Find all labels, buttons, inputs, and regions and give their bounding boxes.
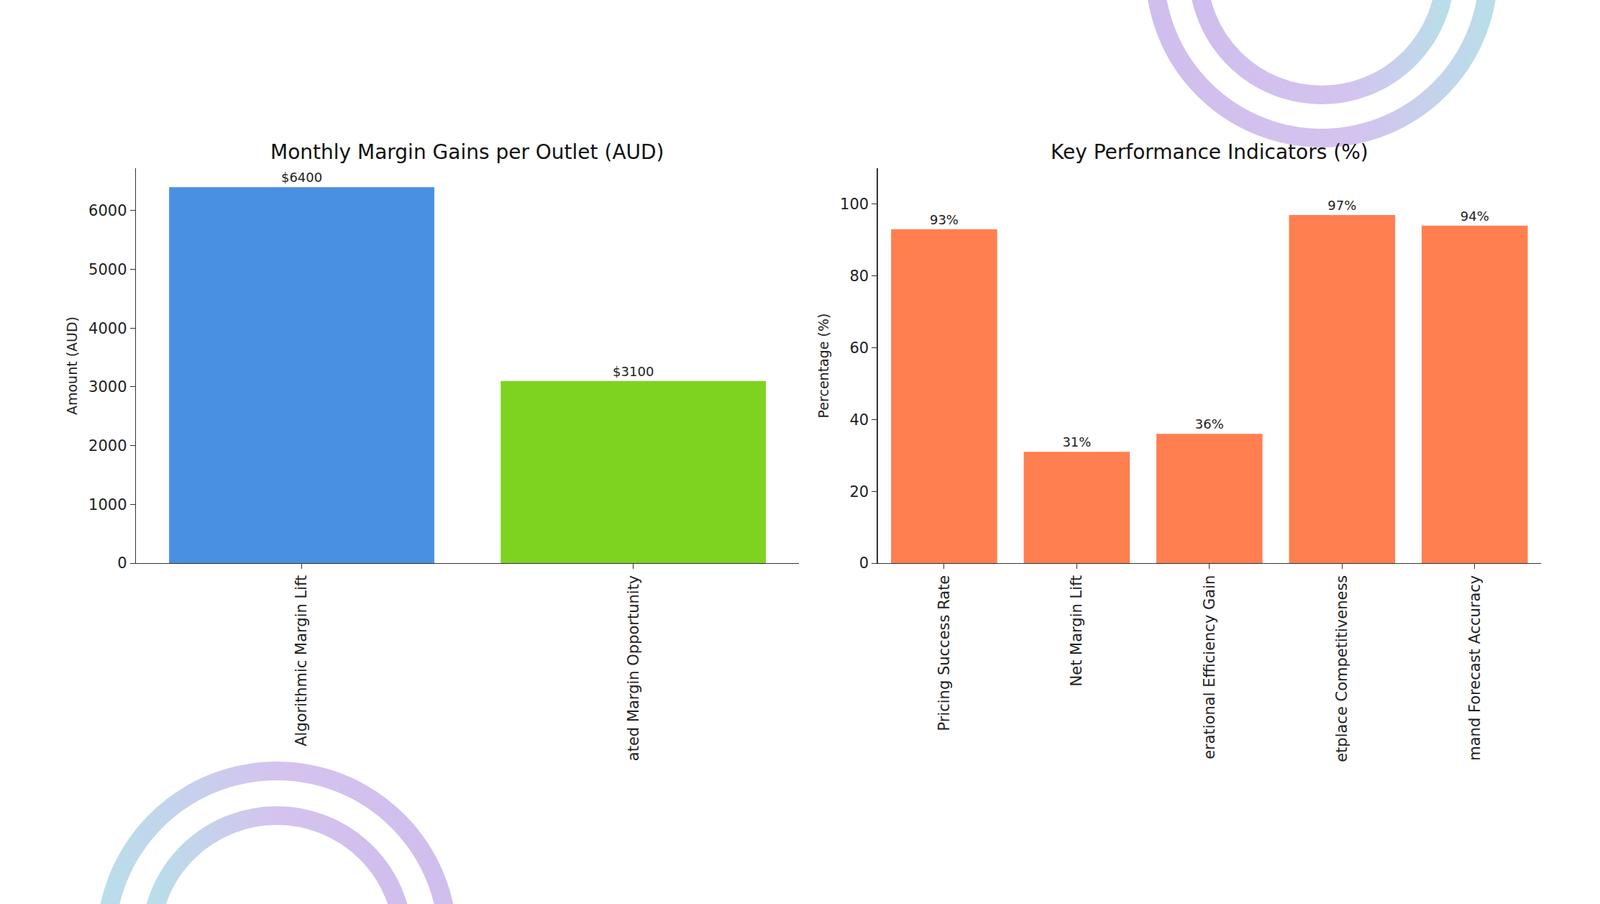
svg-text:Key Performance Indicators (%): Key Performance Indicators (%) xyxy=(1050,140,1369,164)
svg-text:Net Margin Lift: Net Margin Lift xyxy=(1067,575,1086,687)
svg-text:Percentage (%): Percentage (%) xyxy=(815,313,832,419)
svg-text:Monthly Margin Gains per Outle: Monthly Margin Gains per Outlet (AUD) xyxy=(270,140,665,164)
svg-text:ated Margin Opportunity: ated Margin Opportunity xyxy=(624,575,643,761)
svg-text:etplace Competitiveness: etplace Competitiveness xyxy=(1333,575,1351,763)
svg-text:$6400: $6400 xyxy=(281,169,323,185)
svg-text:3000: 3000 xyxy=(88,378,127,396)
svg-text:20: 20 xyxy=(849,483,869,501)
svg-text:Amount (AUD): Amount (AUD) xyxy=(64,316,80,415)
svg-text:1000: 1000 xyxy=(88,496,127,514)
svg-text:5000: 5000 xyxy=(88,261,127,279)
svg-text:93%: 93% xyxy=(929,212,959,228)
svg-text:Pricing Success Rate: Pricing Success Rate xyxy=(935,575,953,732)
svg-text:60: 60 xyxy=(849,339,869,357)
svg-text:100: 100 xyxy=(839,195,869,213)
svg-text:mand Forecast Accuracy: mand Forecast Accuracy xyxy=(1466,575,1484,761)
svg-text:0: 0 xyxy=(117,554,127,572)
svg-text:erational Efficiency Gain: erational Efficiency Gain xyxy=(1200,575,1219,760)
svg-text:97%: 97% xyxy=(1327,197,1357,213)
svg-text:Algorithmic Margin Lift: Algorithmic Margin Lift xyxy=(292,575,310,747)
svg-text:0: 0 xyxy=(859,554,869,572)
svg-text:31%: 31% xyxy=(1062,434,1091,450)
svg-text:40: 40 xyxy=(849,411,869,429)
svg-text:80: 80 xyxy=(849,267,869,285)
svg-text:36%: 36% xyxy=(1195,416,1224,432)
svg-text:2000: 2000 xyxy=(88,437,127,455)
svg-text:$3100: $3100 xyxy=(612,363,654,379)
svg-text:94%: 94% xyxy=(1460,208,1490,224)
svg-text:6000: 6000 xyxy=(88,202,127,220)
svg-text:4000: 4000 xyxy=(88,320,127,338)
